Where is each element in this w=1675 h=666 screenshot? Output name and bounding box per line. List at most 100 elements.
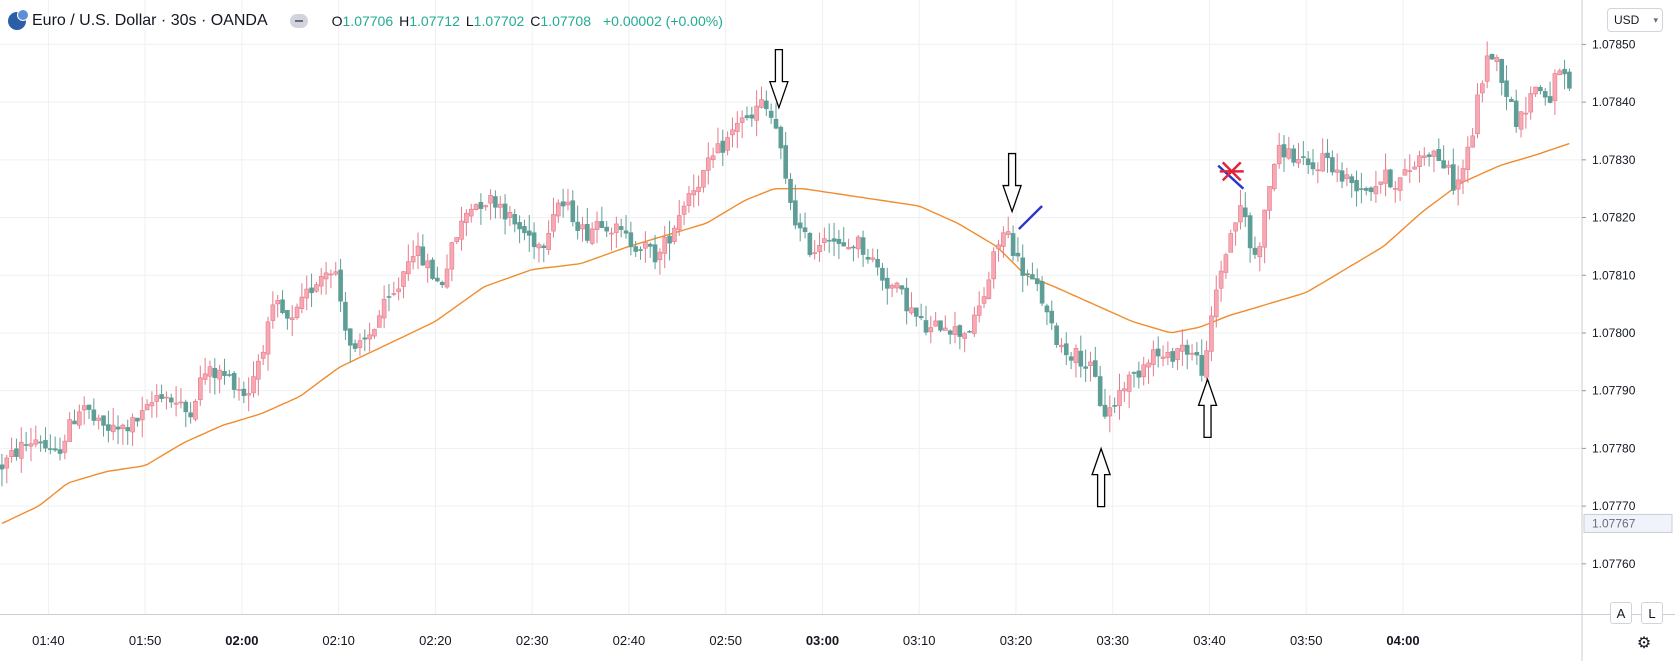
candle <box>691 174 697 208</box>
candle-body <box>1518 111 1524 130</box>
candle-body <box>570 200 576 223</box>
candle <box>1068 351 1074 370</box>
candle-body <box>1402 169 1408 176</box>
candle-body <box>483 205 489 208</box>
candle <box>372 328 377 339</box>
candle <box>904 277 909 325</box>
candle-body <box>1233 222 1238 232</box>
candle <box>1034 268 1040 292</box>
candle <box>1107 395 1113 433</box>
time-tick-label: 03:40 <box>1193 633 1226 648</box>
candle-body <box>628 232 634 248</box>
candle <box>1020 244 1026 293</box>
candle-body <box>159 394 164 399</box>
settings-gear-icon[interactable]: ⚙ <box>1636 635 1652 652</box>
log-scale-button[interactable]: L <box>1641 602 1663 624</box>
candle <box>1465 136 1471 183</box>
candle-body <box>923 320 929 333</box>
candle <box>77 404 82 429</box>
candle-body <box>139 410 145 421</box>
candle <box>430 257 435 281</box>
time-tick-label: 03:10 <box>903 633 936 648</box>
drawings <box>768 49 1245 508</box>
candle <box>144 399 150 411</box>
candle-body <box>575 221 580 231</box>
candle <box>1407 154 1413 184</box>
candle <box>589 222 595 246</box>
candle <box>1151 340 1156 377</box>
candle-body <box>1034 278 1040 285</box>
candle <box>1059 338 1064 353</box>
candle <box>836 230 842 259</box>
candle-body <box>918 316 924 319</box>
candle-body <box>1489 53 1495 60</box>
candle-body <box>1136 370 1142 378</box>
candle <box>52 436 58 453</box>
candle <box>797 213 803 242</box>
candle-body <box>386 296 392 298</box>
candle <box>1010 225 1016 261</box>
candle-body <box>449 242 455 270</box>
candle <box>914 307 919 327</box>
candle-body <box>531 232 537 248</box>
candle <box>793 184 798 230</box>
candle <box>880 263 885 291</box>
candle-body <box>241 388 247 396</box>
ohlc-value: +0.00002 (+0.00%) <box>603 13 723 29</box>
candle <box>720 129 726 167</box>
candle-body <box>604 226 609 232</box>
candle-body <box>715 143 721 154</box>
hide-legend-icon[interactable] <box>289 14 308 28</box>
candle <box>764 90 769 117</box>
candle-body <box>309 287 314 294</box>
candle <box>909 292 914 315</box>
candle-body <box>1025 273 1030 275</box>
candle-body <box>643 241 648 249</box>
candle <box>1180 329 1185 366</box>
candle-body <box>396 288 401 293</box>
candle-body <box>406 261 411 275</box>
currency-selector[interactable]: USD ▾ <box>1607 8 1663 32</box>
candle-body <box>1049 310 1055 324</box>
time-tick-label: 03:00 <box>806 633 839 648</box>
candle <box>662 225 668 269</box>
candle <box>343 292 348 340</box>
grid <box>0 0 1582 614</box>
candle-body <box>870 257 876 260</box>
candle-body <box>618 226 624 230</box>
auto-scale-button[interactable]: A <box>1610 602 1632 624</box>
candle-body <box>1131 372 1137 374</box>
candle <box>826 223 832 253</box>
price-tick-label: 1.07830 <box>1592 153 1636 167</box>
candle-body <box>938 320 943 331</box>
candle <box>115 415 121 445</box>
candle-body <box>207 366 213 377</box>
candle-body <box>889 284 895 289</box>
candle-body <box>120 424 126 430</box>
candle-body <box>672 227 677 242</box>
candle <box>812 240 818 260</box>
candle-body <box>217 369 222 380</box>
candle <box>599 206 605 228</box>
candle <box>106 410 111 443</box>
candle-body <box>246 393 251 396</box>
symbol-title[interactable]: Euro / U.S. Dollar · 30s · OANDA <box>32 12 268 29</box>
candle <box>1209 306 1214 362</box>
candle <box>1218 260 1224 302</box>
candle-body <box>773 118 779 129</box>
candle <box>1344 167 1350 187</box>
candle-body <box>855 236 861 250</box>
candle-body <box>1504 80 1509 97</box>
candle-body <box>1528 93 1534 113</box>
candle <box>575 205 580 240</box>
candle <box>410 240 416 270</box>
candle <box>594 211 600 244</box>
candle <box>768 103 774 124</box>
candle-body <box>928 327 934 333</box>
candle <box>604 220 609 237</box>
candle <box>715 127 721 154</box>
candle <box>846 238 851 250</box>
candle <box>449 241 455 282</box>
